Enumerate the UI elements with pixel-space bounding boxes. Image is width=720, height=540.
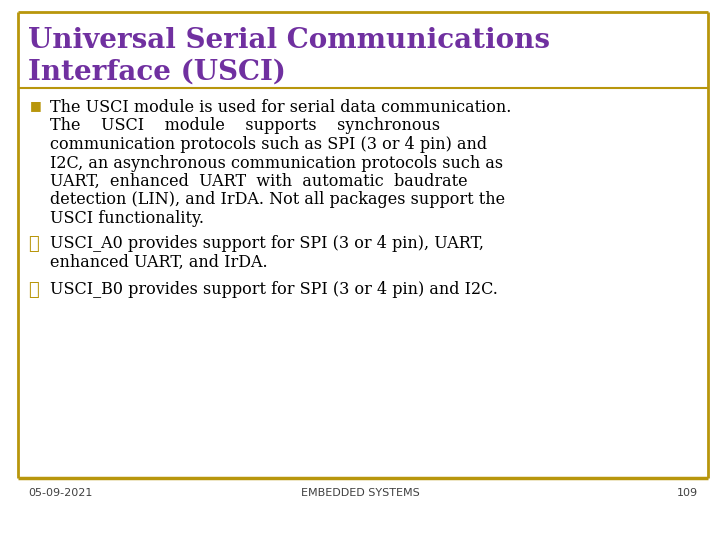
Text: ✓: ✓ (28, 235, 39, 253)
Text: 05-09-2021: 05-09-2021 (28, 488, 92, 498)
Text: 109: 109 (677, 488, 698, 498)
Text: The    USCI    module    supports    synchronous: The USCI module supports synchronous (50, 118, 440, 134)
Text: I2C, an asynchronous communication protocols such as: I2C, an asynchronous communication proto… (50, 154, 503, 172)
Text: The USCI module is used for serial data communication.: The USCI module is used for serial data … (50, 99, 511, 116)
Text: USCI functionality.: USCI functionality. (50, 210, 204, 227)
Text: Interface (USCI): Interface (USCI) (28, 59, 286, 86)
Text: communication protocols such as SPI (3 or 4 pin) and: communication protocols such as SPI (3 o… (50, 136, 487, 153)
Text: Universal Serial Communications: Universal Serial Communications (28, 27, 550, 54)
Text: enhanced UART, and IrDA.: enhanced UART, and IrDA. (50, 253, 268, 271)
Text: detection (LIN), and IrDA. Not all packages support the: detection (LIN), and IrDA. Not all packa… (50, 192, 505, 208)
Text: ✓: ✓ (28, 281, 39, 299)
Text: USCI_B0 provides support for SPI (3 or 4 pin) and I2C.: USCI_B0 provides support for SPI (3 or 4… (50, 281, 498, 298)
Text: UART,  enhanced  UART  with  automatic  baudrate: UART, enhanced UART with automatic baudr… (50, 173, 467, 190)
Text: ■: ■ (30, 99, 42, 112)
Text: USCI_A0 provides support for SPI (3 or 4 pin), UART,: USCI_A0 provides support for SPI (3 or 4… (50, 235, 484, 252)
Text: EMBEDDED SYSTEMS: EMBEDDED SYSTEMS (301, 488, 419, 498)
